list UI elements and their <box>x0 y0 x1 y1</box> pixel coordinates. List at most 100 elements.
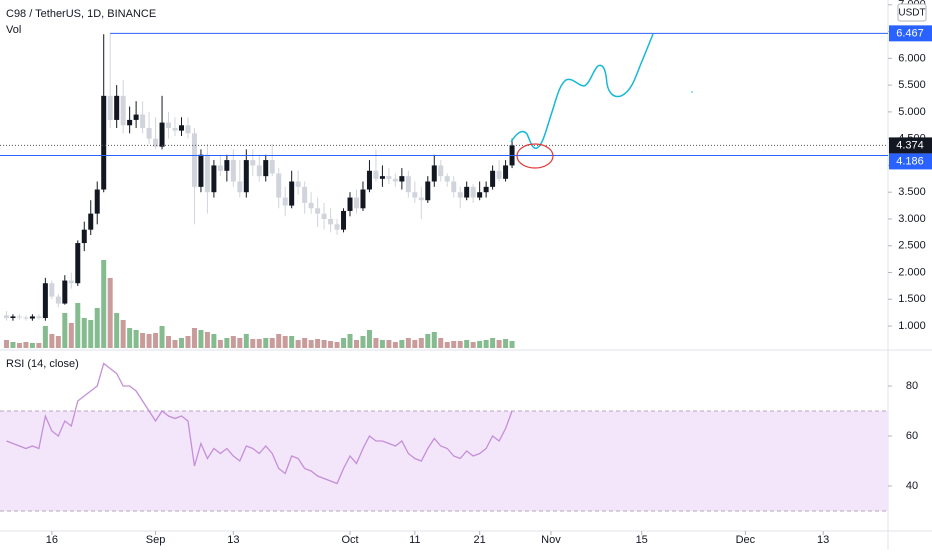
drawn-projection <box>510 33 654 149</box>
volume-bar <box>81 318 87 348</box>
x-tick-label: 21 <box>474 534 486 546</box>
y-tick-label: 5.500 <box>898 79 926 91</box>
volume-bar <box>166 336 172 348</box>
volume-bar <box>451 341 457 348</box>
candle-body <box>321 213 327 219</box>
candle-body <box>159 122 165 147</box>
candle-body <box>217 165 223 171</box>
y-tick-label: 1.500 <box>898 293 926 305</box>
volume-bar <box>230 336 236 348</box>
candle-body <box>444 176 450 182</box>
volume-bar <box>224 338 230 348</box>
y-tick-label: 6.000 <box>898 52 926 64</box>
price-label-box <box>889 25 932 42</box>
volume-bar <box>431 332 437 348</box>
volume-bar <box>23 342 29 348</box>
volume-bar <box>379 340 385 348</box>
last-price-box <box>889 137 932 154</box>
volume-bar <box>289 336 295 348</box>
volume-bar <box>321 340 327 348</box>
candle-body <box>153 138 159 147</box>
price-label: 6.467 <box>896 27 924 39</box>
candle-body <box>379 176 385 179</box>
candle-body <box>178 125 184 131</box>
currency[interactable]: USDT <box>898 8 925 19</box>
volume-bar <box>68 323 74 348</box>
volume-bar <box>425 334 431 348</box>
volume-bar <box>341 338 347 348</box>
candle-body <box>62 280 68 304</box>
volume-bar <box>49 334 55 348</box>
volume-bar <box>16 343 22 348</box>
volume-bar <box>3 340 9 348</box>
volume-bar <box>198 330 204 348</box>
currency-box[interactable] <box>897 3 927 22</box>
candle-body <box>191 133 197 187</box>
candle-body <box>16 316 22 318</box>
candle-body <box>308 202 314 209</box>
drawn-circle <box>516 143 554 169</box>
volume-bar <box>75 303 81 348</box>
y-tick-label: 2.000 <box>898 266 926 278</box>
volume-bar <box>360 336 366 348</box>
x-tick-label: 16 <box>46 534 58 546</box>
x-tick-label: 15 <box>636 534 648 546</box>
volume-bar <box>243 334 249 348</box>
x-tick-label: Oct <box>341 534 358 546</box>
candle-body <box>166 122 172 128</box>
candle-body <box>289 181 295 206</box>
volume-bar <box>237 338 243 348</box>
rsi-line <box>6 362 513 485</box>
candle-body <box>457 192 463 198</box>
y-tick-label: 3.500 <box>898 186 926 198</box>
volume-bar <box>334 342 340 348</box>
volume-bar <box>29 343 35 348</box>
x-tick-label: 13 <box>227 534 239 546</box>
candle-body <box>127 119 133 126</box>
volume-bar <box>172 340 178 348</box>
candle-body <box>211 165 217 193</box>
volume-bar <box>191 328 197 348</box>
volume-bar <box>509 341 515 348</box>
candle-body <box>198 154 204 187</box>
candle-body <box>470 186 476 198</box>
candle-body <box>120 95 126 126</box>
volume-bar <box>153 333 159 348</box>
volume-bar <box>366 330 372 348</box>
y-tick-label: 1.000 <box>898 320 926 332</box>
candle-body <box>3 315 9 319</box>
candle-body <box>276 173 282 198</box>
candle-body <box>269 160 275 174</box>
candle-body <box>431 165 437 182</box>
x-tick-label: 11 <box>409 534 420 546</box>
x-tick-label: Nov <box>541 534 561 546</box>
volume-bar <box>211 334 217 348</box>
volume-bar <box>328 341 334 348</box>
candle-body <box>114 95 120 120</box>
candle-body <box>250 160 256 166</box>
volume-bar <box>107 278 113 348</box>
candle-body <box>230 160 236 182</box>
volume-bar <box>276 334 282 348</box>
candle-body <box>451 181 457 193</box>
candle-body <box>29 316 35 319</box>
candle-body <box>243 160 249 193</box>
last-price-label: 4.374 <box>896 139 924 151</box>
chart-title: C98 / TetherUS, 1D, BINANCE <box>6 8 156 20</box>
volume-bar <box>88 320 94 348</box>
volume-bar <box>217 340 223 348</box>
rsi-band <box>0 411 888 511</box>
candle-body <box>360 189 366 209</box>
rsi-y-tick-label: 60 <box>906 430 918 442</box>
candle-body <box>140 114 146 128</box>
volume-label: Vol <box>6 24 21 36</box>
volume-bar <box>282 336 288 348</box>
volume-bar <box>295 340 301 348</box>
volume-bar <box>42 326 48 348</box>
volume-bar <box>114 313 120 348</box>
rsi-y-tick-label: 80 <box>906 380 918 392</box>
volume-bar <box>503 339 509 348</box>
rsi-label: RSI (14, close) <box>6 358 79 370</box>
volume-bar <box>373 338 379 348</box>
candle-body <box>101 95 107 190</box>
